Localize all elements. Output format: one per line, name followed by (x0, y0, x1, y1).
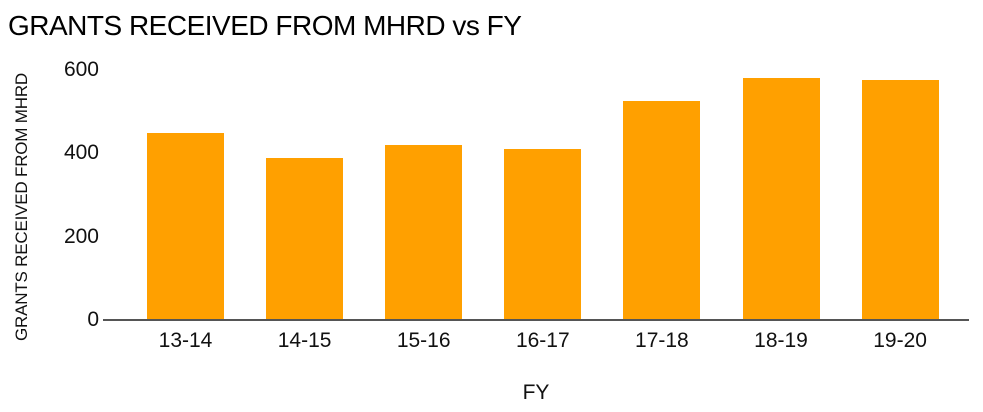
x-tick-label: 17-18 (635, 329, 689, 352)
bar-13-14 (147, 132, 224, 320)
bar-19-20 (861, 80, 939, 320)
y-tick-label: 200 (63, 224, 99, 248)
bar-16-17 (504, 149, 582, 320)
chart-title: GRANTS RECEIVED FROM MHRD vs FY (8, 10, 522, 41)
y-axis-title: GRANTS RECEIVED FROM MHRD (12, 73, 31, 341)
x-axis-title: FY (522, 381, 550, 404)
bar-14-15 (266, 157, 344, 320)
x-axis-line (103, 319, 969, 321)
y-tick-label: 0 (87, 308, 99, 331)
y-tick-label: 400 (63, 141, 99, 165)
x-tick-label: 19-20 (873, 329, 927, 352)
y-tick-label: 600 (63, 58, 99, 81)
bar-15-16 (385, 145, 463, 320)
bar-17-18 (623, 101, 701, 320)
x-tick-label: 16-17 (515, 329, 570, 352)
x-tick-label: 18-19 (754, 329, 808, 352)
x-tick-label: 13-14 (158, 329, 213, 352)
bar-18-19 (742, 78, 820, 320)
x-tick-label: 15-16 (396, 329, 451, 352)
x-tick-label: 14-15 (277, 329, 332, 352)
